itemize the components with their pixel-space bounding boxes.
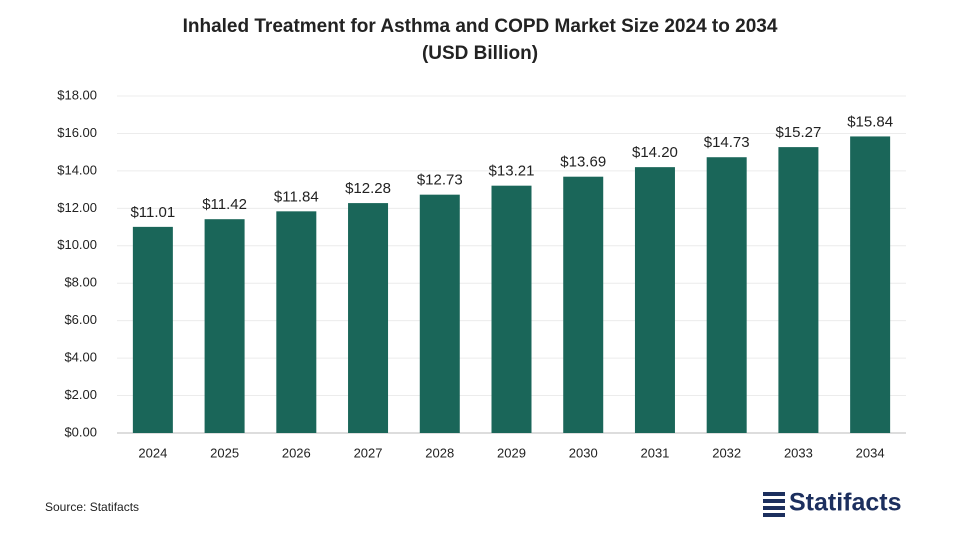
x-tick-label: 2029 bbox=[497, 445, 526, 460]
y-tick-label: $16.00 bbox=[57, 125, 97, 140]
value-label: $14.73 bbox=[704, 134, 750, 151]
x-tick-label: 2032 bbox=[712, 445, 741, 460]
y-tick-label: $12.00 bbox=[57, 200, 97, 215]
x-tick-label: 2027 bbox=[354, 445, 383, 460]
x-tick-label: 2025 bbox=[210, 445, 239, 460]
brand: Statifacts bbox=[789, 489, 902, 517]
x-tick-label: 2028 bbox=[425, 445, 454, 460]
bar bbox=[132, 226, 173, 433]
y-tick-label: $2.00 bbox=[64, 387, 97, 402]
chart-title: (USD Billion) bbox=[422, 43, 538, 64]
logo-stripe bbox=[763, 492, 785, 496]
value-label: $11.01 bbox=[130, 204, 175, 221]
value-label: $11.84 bbox=[274, 188, 319, 205]
logo-stripe bbox=[763, 506, 785, 510]
value-label: $15.84 bbox=[847, 113, 893, 130]
x-tick-label: 2031 bbox=[640, 445, 669, 460]
bar bbox=[778, 147, 819, 433]
value-label: $12.28 bbox=[345, 180, 391, 197]
bar bbox=[276, 211, 317, 433]
x-tick-label: 2034 bbox=[856, 445, 885, 460]
source: Source: Statifacts bbox=[45, 500, 139, 514]
bar bbox=[850, 136, 891, 433]
value-label: $14.20 bbox=[632, 144, 678, 161]
bar bbox=[419, 194, 460, 433]
logo-stripe bbox=[763, 499, 785, 503]
logo-stripe bbox=[763, 513, 785, 517]
value-label: $15.27 bbox=[775, 124, 821, 141]
value-label: $11.42 bbox=[202, 196, 247, 213]
x-tick-label: 2030 bbox=[569, 445, 598, 460]
bar bbox=[491, 185, 532, 433]
y-tick-label: $8.00 bbox=[64, 275, 97, 290]
x-tick-label: 2033 bbox=[784, 445, 813, 460]
value-label: $13.21 bbox=[489, 163, 535, 180]
bar bbox=[563, 176, 604, 433]
bar bbox=[634, 167, 675, 433]
y-tick-label: $14.00 bbox=[57, 162, 97, 177]
y-tick-label: $6.00 bbox=[64, 312, 97, 327]
bar bbox=[706, 157, 747, 433]
x-tick-label: 2026 bbox=[282, 445, 311, 460]
value-label: $13.69 bbox=[560, 154, 606, 171]
logo bbox=[763, 492, 785, 517]
y-tick-label: $10.00 bbox=[57, 237, 97, 252]
chart-title: Inhaled Treatment for Asthma and COPD Ma… bbox=[183, 16, 778, 37]
y-tick-label: $4.00 bbox=[64, 350, 97, 365]
x-tick-label: 2024 bbox=[138, 445, 167, 460]
y-tick-label: $0.00 bbox=[64, 424, 97, 439]
bar bbox=[348, 203, 389, 433]
y-tick-label: $18.00 bbox=[57, 87, 97, 102]
value-label: $12.73 bbox=[417, 172, 463, 189]
bar bbox=[204, 219, 245, 433]
